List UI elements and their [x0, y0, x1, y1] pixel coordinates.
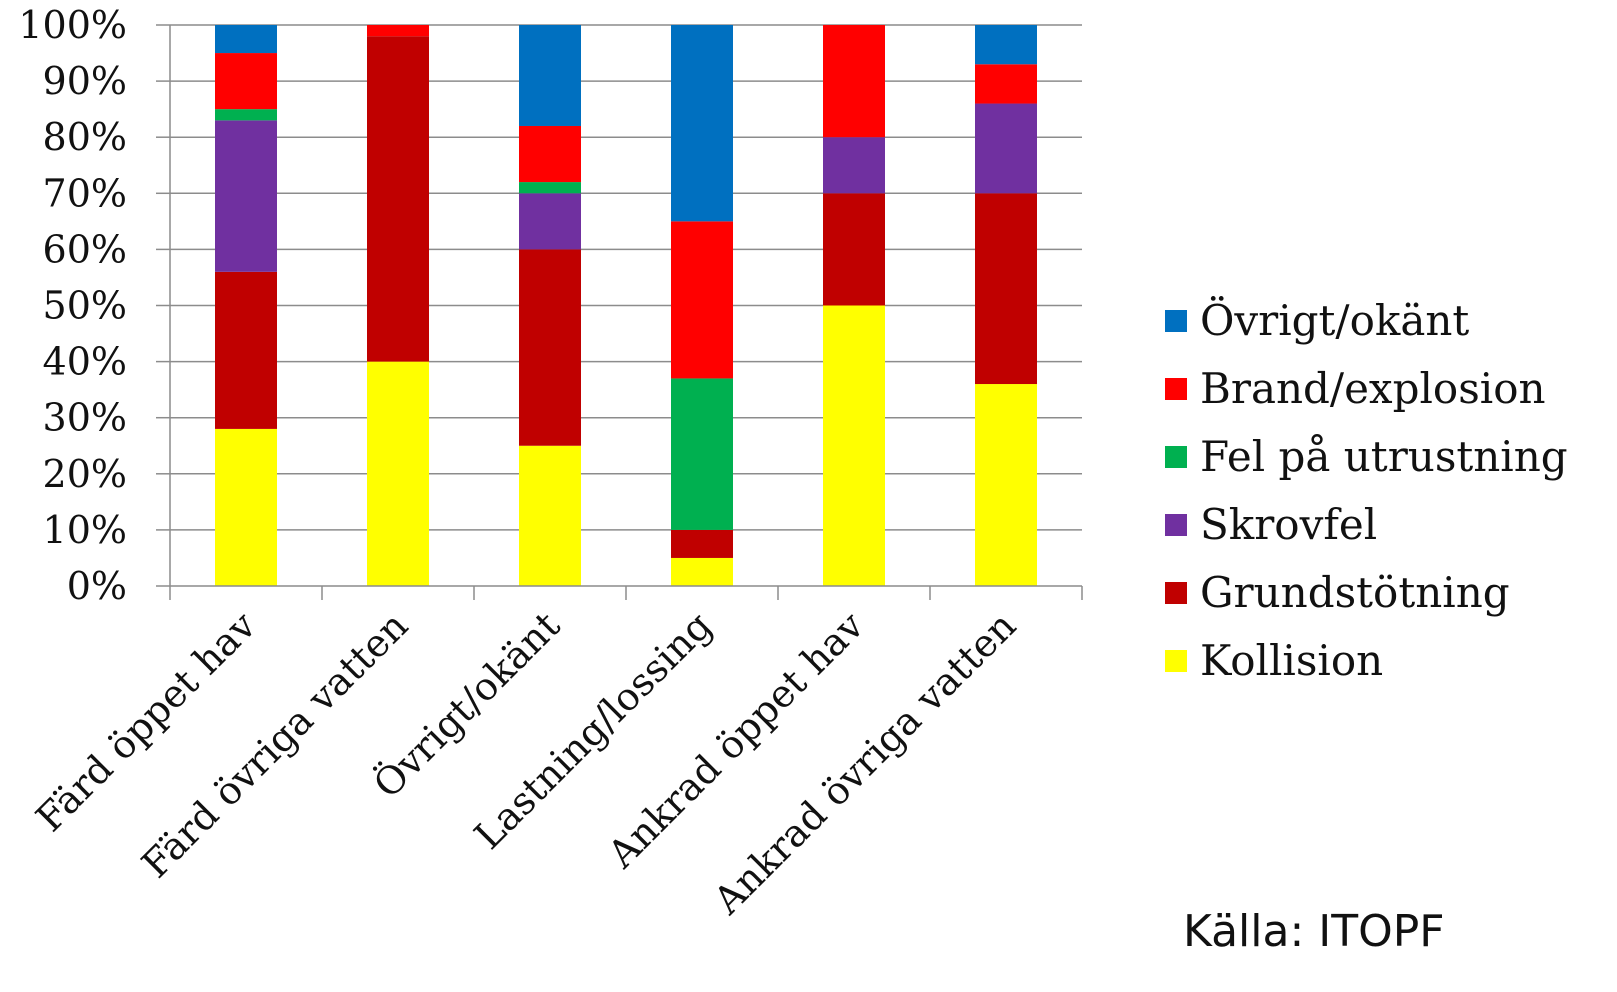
legend-label: Övrigt/okänt [1200, 295, 1469, 345]
bar-segment [671, 221, 733, 379]
y-tick-label: 0% [67, 564, 127, 608]
y-tick-label: 30% [43, 396, 127, 440]
bar-segment [215, 25, 277, 54]
y-tick-label: 20% [43, 452, 127, 496]
x-category-label: Ankrad övriga vatten [704, 603, 1024, 923]
legend-label: Grundstötning [1200, 568, 1510, 617]
bar-segment [367, 36, 429, 362]
bar-segment [519, 25, 581, 126]
bar-segment [823, 25, 885, 138]
legend-swatch [1165, 582, 1187, 604]
y-tick-label: 50% [43, 284, 127, 328]
y-tick-label: 40% [43, 340, 127, 384]
y-tick-label: 90% [43, 59, 127, 103]
bar-segment [519, 182, 581, 194]
bars [215, 25, 1037, 586]
bar-segment [215, 428, 277, 586]
y-tick-label: 60% [43, 227, 127, 271]
y-tick-label: 100% [18, 3, 127, 47]
bar-segment [519, 193, 581, 250]
bar-segment [823, 137, 885, 194]
axes [156, 24, 1083, 600]
y-tick-label: 70% [43, 171, 127, 215]
bar-segment [975, 25, 1037, 65]
bar-segment [671, 529, 733, 558]
bar-segment [215, 109, 277, 121]
y-tick-label: 10% [43, 508, 127, 552]
bar-segment [975, 103, 1037, 194]
bar-segment [975, 384, 1037, 586]
bar-segment [671, 378, 733, 530]
bar-segment [519, 125, 581, 183]
source-note: Källa: ITOPF [1183, 906, 1445, 957]
y-tick-labels: 0% 10% 20% 30% 40% 50% 60% 70% 80% 90% 100% [18, 3, 127, 608]
bar-segment [215, 271, 277, 429]
bar-segment [519, 249, 581, 446]
bar-segment [215, 53, 277, 110]
legend-label: Brand/explosion [1200, 364, 1546, 413]
legend-label: Skrovfel [1200, 500, 1377, 549]
legend-label: Fel på utrustning [1200, 432, 1568, 481]
legend-swatch [1165, 378, 1187, 400]
bar-segment [975, 193, 1037, 385]
gridlines [170, 24, 1082, 531]
bar-segment [671, 25, 733, 222]
bar-segment [671, 557, 733, 586]
legend-swatch [1165, 650, 1187, 672]
y-tick-label: 80% [43, 115, 127, 159]
legend-label: Kollision [1200, 636, 1383, 685]
bar-segment [367, 25, 429, 37]
bar-segment [215, 120, 277, 272]
x-category-label: Ankrad öppet hav [599, 603, 873, 877]
legend-swatch [1165, 310, 1187, 332]
legend: Övrigt/okänt Brand/explosion Fel på utrust… [1165, 295, 1568, 685]
x-category-label: Färd övriga vatten [133, 603, 416, 886]
bar-segment [367, 361, 429, 586]
bar-segment [823, 305, 885, 586]
bar-segment [823, 193, 885, 306]
bar-segment [975, 64, 1037, 104]
bar-segment [519, 445, 581, 586]
legend-swatch [1165, 446, 1187, 468]
legend-swatch [1165, 514, 1187, 536]
